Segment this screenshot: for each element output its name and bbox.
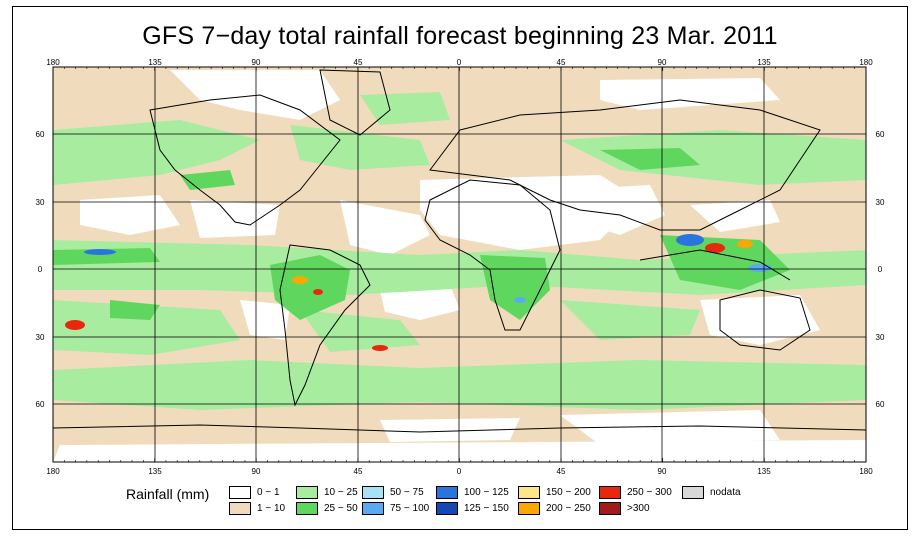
lat-label: 30 bbox=[876, 198, 885, 207]
legend-label: 125 − 150 bbox=[464, 502, 509, 514]
legend-label: 50 − 75 bbox=[390, 486, 424, 498]
legend-swatch bbox=[518, 501, 540, 515]
legend-item: 0 − 1 bbox=[229, 485, 280, 499]
lat-label: 60 bbox=[36, 130, 45, 139]
legend-item: 250 − 300 bbox=[599, 485, 672, 499]
lat-label: 0 bbox=[38, 265, 43, 274]
legend-title: Rainfall (mm) bbox=[126, 486, 210, 502]
legend-label: 10 − 25 bbox=[324, 486, 358, 498]
legend-item: 75 − 100 bbox=[362, 501, 429, 515]
lat-labels-left: 60 30 0 30 60 bbox=[36, 130, 45, 409]
legend-item: nodata bbox=[682, 485, 741, 499]
lat-labels-right: 60 30 0 30 60 bbox=[876, 130, 885, 409]
lon-label: 45 bbox=[557, 58, 566, 67]
legend-item: 150 − 200 bbox=[518, 485, 591, 499]
lon-label: 45 bbox=[354, 58, 363, 67]
legend-label: 200 − 250 bbox=[546, 502, 591, 514]
lon-label: 90 bbox=[658, 58, 667, 67]
legend-swatch bbox=[518, 485, 540, 499]
legend-swatch bbox=[599, 485, 621, 499]
map-title: GFS 7−day total rainfall forecast beginn… bbox=[142, 22, 778, 50]
legend-label: 150 − 200 bbox=[546, 486, 591, 498]
lon-label: 135 bbox=[757, 467, 771, 476]
lon-label: 90 bbox=[658, 467, 667, 476]
legend-swatch bbox=[436, 501, 458, 515]
legend-item: 10 − 25 bbox=[296, 485, 358, 499]
legend-item: 125 − 150 bbox=[436, 501, 509, 515]
legend-swatch bbox=[229, 485, 251, 499]
lon-label: 180 bbox=[859, 58, 873, 67]
legend-label: 0 − 1 bbox=[257, 486, 280, 498]
legend-label: 25 − 50 bbox=[324, 502, 358, 514]
legend-label: 100 − 125 bbox=[464, 486, 509, 498]
lat-label: 0 bbox=[878, 265, 883, 274]
heavier-rain-areas bbox=[53, 148, 790, 320]
legend-swatch bbox=[362, 501, 384, 515]
lon-label: 0 bbox=[457, 58, 462, 67]
lat-label: 30 bbox=[36, 333, 45, 342]
lon-label: 45 bbox=[557, 467, 566, 476]
legend-swatch bbox=[362, 485, 384, 499]
legend-label: 75 − 100 bbox=[390, 502, 430, 514]
minor-ticks bbox=[52, 67, 867, 462]
lon-label: 180 bbox=[859, 467, 873, 476]
legend-swatch bbox=[436, 485, 458, 499]
lon-label: 45 bbox=[354, 467, 363, 476]
legend-swatch bbox=[682, 485, 704, 499]
dry-areas bbox=[53, 70, 866, 462]
lon-label: 180 bbox=[46, 467, 60, 476]
lon-labels-top: 180 135 90 45 0 45 90 135 180 bbox=[46, 58, 873, 67]
lat-label: 60 bbox=[876, 400, 885, 409]
legend-swatch bbox=[599, 501, 621, 515]
lon-label: 180 bbox=[46, 58, 60, 67]
legend-item: 50 − 75 bbox=[362, 485, 424, 499]
legend-item: 100 − 125 bbox=[436, 485, 509, 499]
legend-label: >300 bbox=[627, 502, 650, 514]
legend-item: 200 − 250 bbox=[518, 501, 591, 515]
legend-label: 250 − 300 bbox=[627, 486, 672, 498]
lat-label: 30 bbox=[36, 198, 45, 207]
lon-label: 135 bbox=[148, 58, 162, 67]
legend-swatch bbox=[296, 501, 318, 515]
coastlines bbox=[53, 69, 866, 433]
legend-label: 1 − 10 bbox=[257, 502, 286, 514]
lat-label: 60 bbox=[876, 130, 885, 139]
graticule bbox=[53, 67, 866, 462]
legend-item: 1 − 10 bbox=[229, 501, 285, 515]
intense-rain-spots bbox=[65, 234, 772, 351]
legend-item: >300 bbox=[599, 501, 650, 515]
lon-label: 0 bbox=[457, 467, 462, 476]
lon-label: 135 bbox=[757, 58, 771, 67]
legend-item: 25 − 50 bbox=[296, 501, 358, 515]
lon-label: 135 bbox=[148, 467, 162, 476]
figure-frame bbox=[12, 6, 908, 530]
lat-label: 60 bbox=[36, 400, 45, 409]
legend-swatch bbox=[229, 501, 251, 515]
legend-swatch bbox=[296, 485, 318, 499]
lon-label: 90 bbox=[252, 467, 261, 476]
legend-label: nodata bbox=[710, 486, 741, 498]
lat-label: 30 bbox=[876, 333, 885, 342]
lon-label: 90 bbox=[252, 58, 261, 67]
lon-labels-bottom: 180 135 90 45 0 45 90 135 180 bbox=[46, 467, 873, 476]
